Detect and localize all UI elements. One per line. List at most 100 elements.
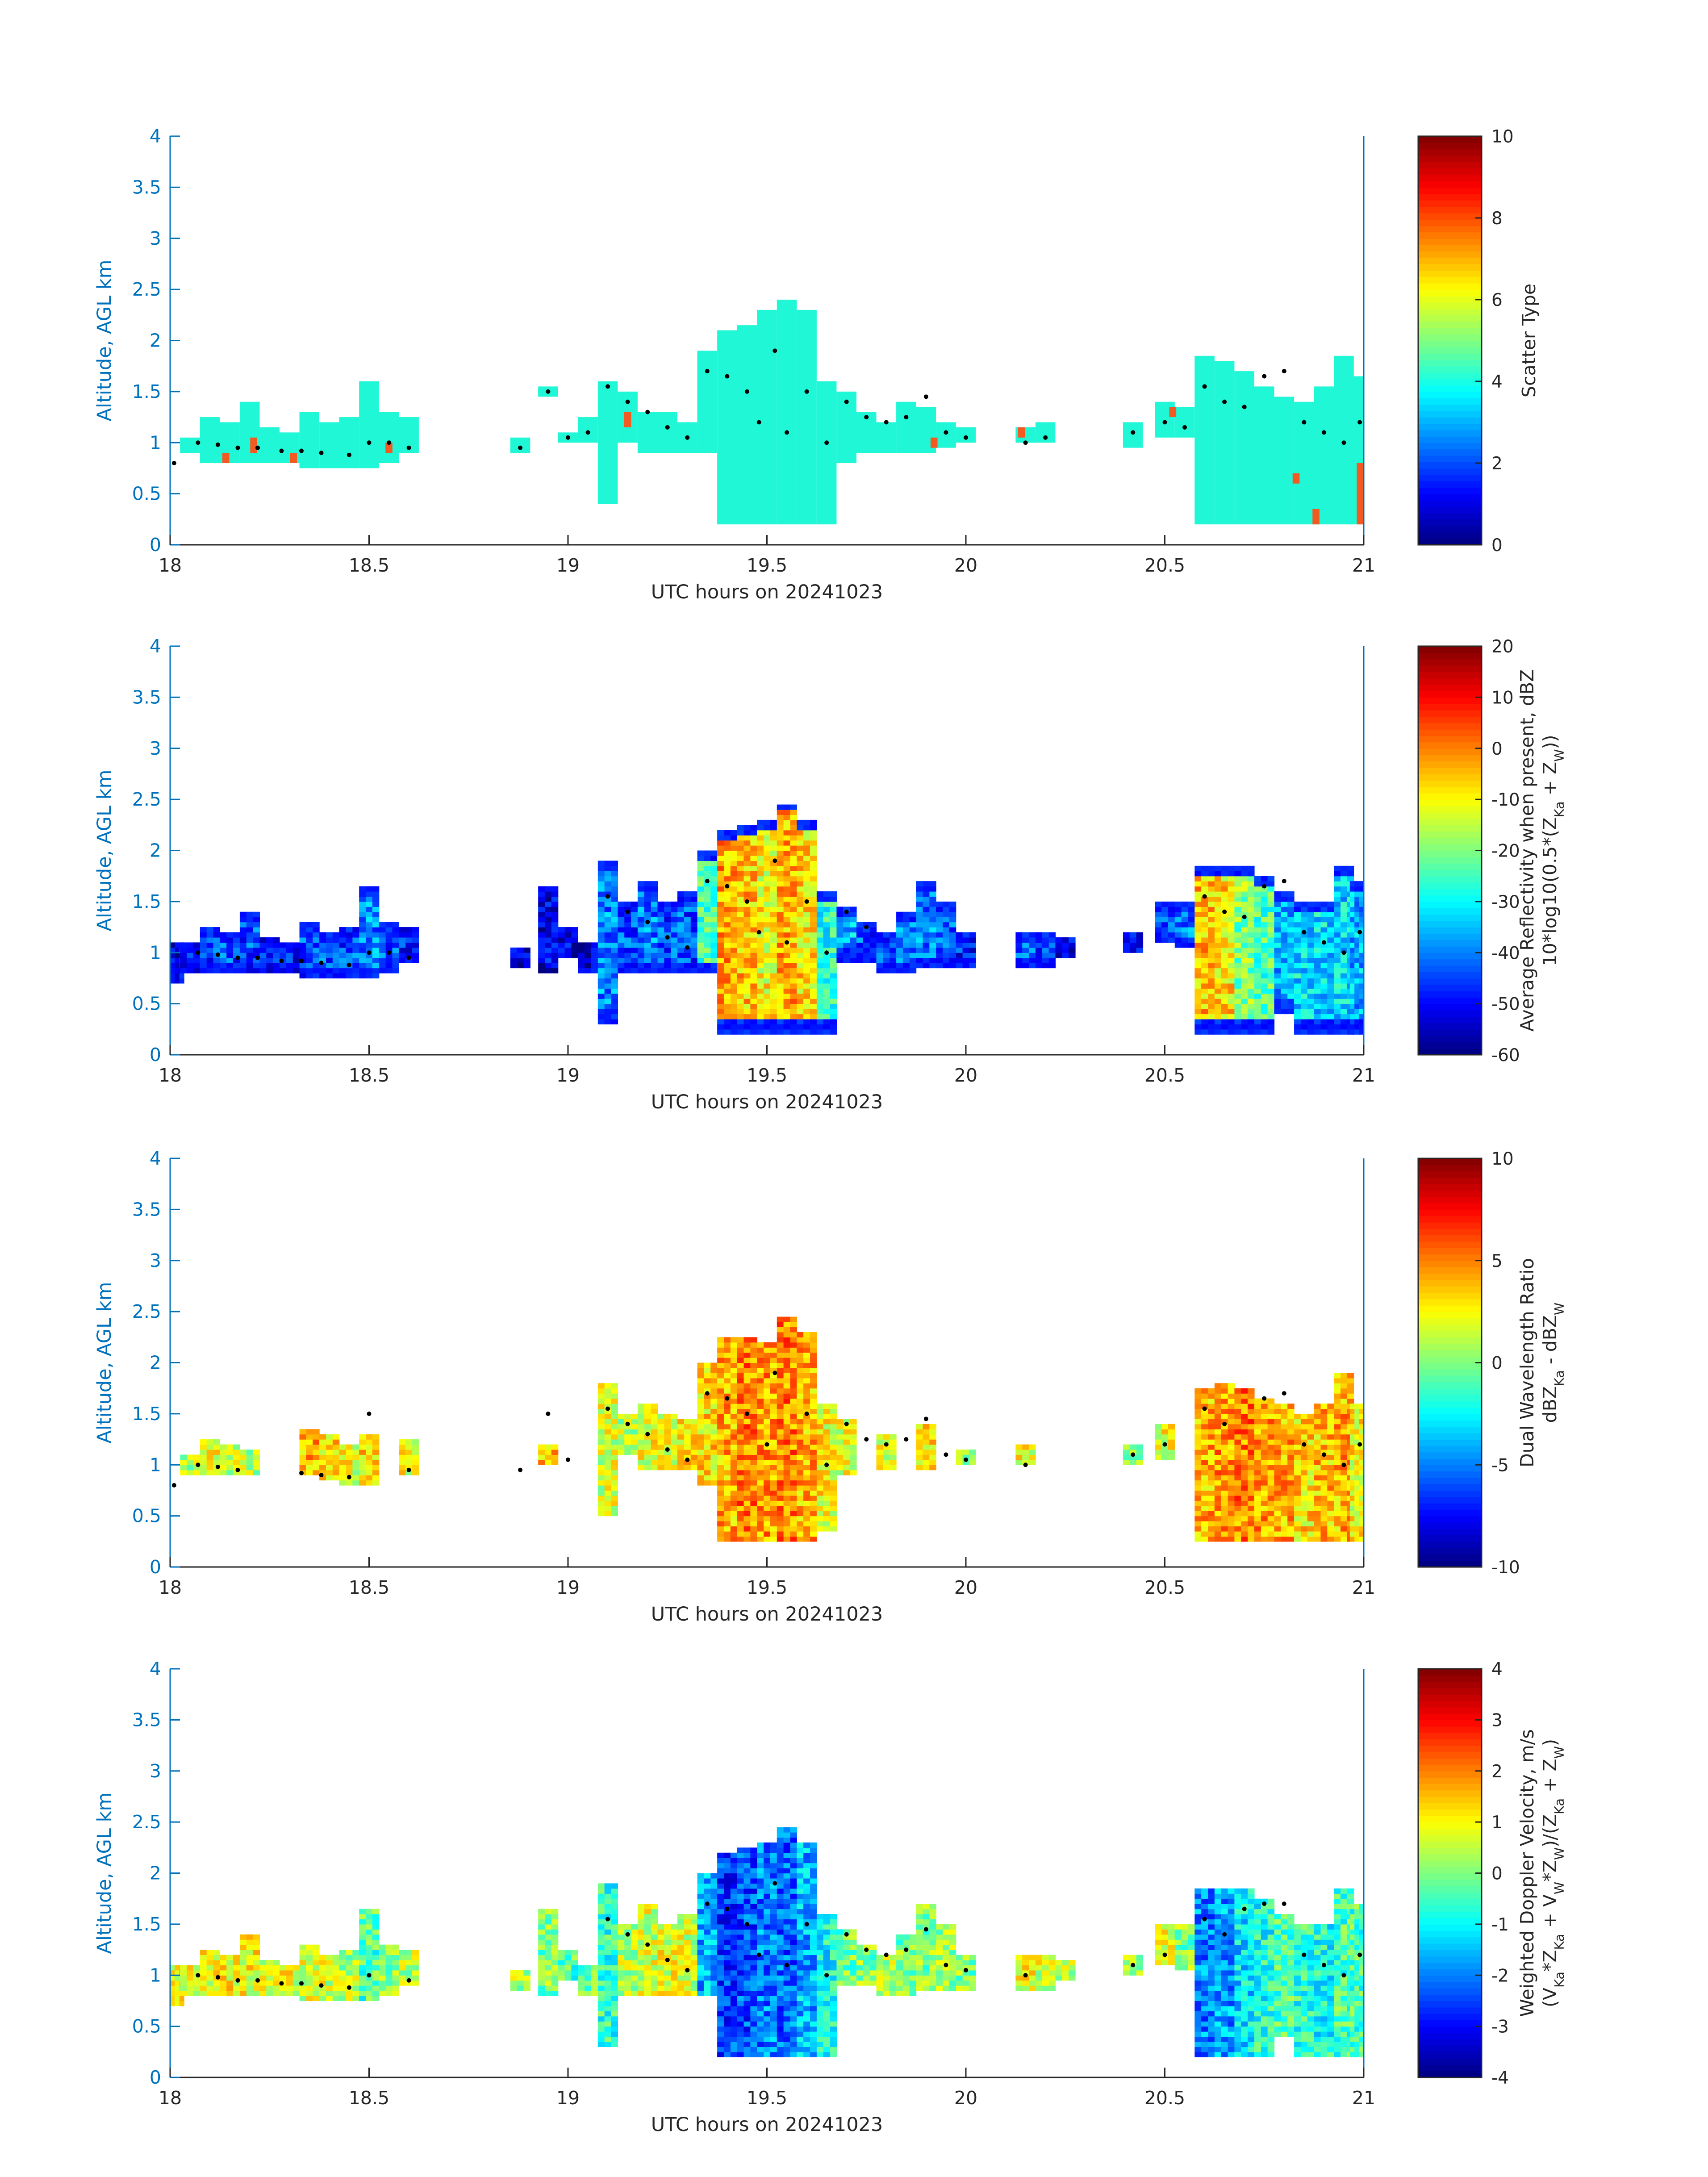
data-cell <box>1300 968 1308 974</box>
data-dot <box>1282 369 1286 374</box>
data-cell <box>836 1449 844 1455</box>
data-cell <box>830 901 837 907</box>
data-cell <box>730 1521 738 1527</box>
data-cell <box>1214 988 1222 994</box>
data-cell <box>1359 907 1364 912</box>
data-cell <box>757 1475 764 1481</box>
colorbar-swatch <box>1418 703 1482 710</box>
data-cell <box>1221 886 1228 892</box>
colorbar-swatch <box>1418 972 1482 979</box>
data-cell <box>1201 1475 1208 1481</box>
data-cell <box>1359 1003 1364 1009</box>
data-cell <box>1241 988 1248 994</box>
data-cell <box>936 911 943 917</box>
data-cell <box>783 993 791 999</box>
data-cell <box>797 1449 804 1455</box>
data-cell <box>405 1454 413 1460</box>
data-cell <box>783 1398 791 1404</box>
data-cell <box>777 1459 784 1465</box>
data-cell <box>1300 947 1308 953</box>
data-cell <box>737 1495 744 1501</box>
data-cell <box>1234 901 1241 907</box>
data-cell <box>783 1014 791 1020</box>
data-cell <box>624 1429 631 1435</box>
data-cell <box>1314 1444 1321 1450</box>
data-cell <box>790 917 797 923</box>
data-cell <box>1214 1459 1222 1465</box>
data-cell <box>710 937 718 943</box>
data-cell <box>723 1459 731 1465</box>
data-cell <box>1261 1014 1268 1020</box>
data-cell <box>723 973 731 979</box>
data-cell <box>1327 1470 1334 1475</box>
data-cell <box>187 963 194 969</box>
data-cell <box>883 1449 890 1455</box>
data-cell <box>1188 922 1195 928</box>
data-cell <box>717 1424 724 1429</box>
data-cell <box>624 901 631 907</box>
data-cell <box>611 1449 618 1455</box>
data-cell <box>737 993 744 999</box>
data-cell <box>226 942 234 948</box>
data-cell <box>545 957 552 963</box>
data-cell <box>730 978 738 984</box>
data-cell <box>193 957 200 963</box>
data-cell <box>710 953 718 958</box>
data-cell <box>604 1419 612 1425</box>
data-cell <box>379 922 386 928</box>
data-cell <box>1349 947 1355 953</box>
data-cell <box>1194 1449 1202 1455</box>
data-cell <box>1267 1490 1275 1496</box>
data-cell <box>790 1465 797 1471</box>
data-cell <box>783 1358 791 1363</box>
data-cell <box>856 922 864 928</box>
data-cell <box>1327 1536 1334 1542</box>
data-cell <box>956 957 963 963</box>
data-cell <box>597 983 605 989</box>
data-cell <box>200 1444 207 1450</box>
data-cell <box>631 968 638 974</box>
data-cell <box>1254 1444 1261 1450</box>
data-cell <box>352 963 359 969</box>
data-cell <box>286 957 293 963</box>
data-cell <box>717 1536 724 1542</box>
data-cell <box>1208 907 1215 912</box>
data-cell <box>803 1459 810 1465</box>
data-cell <box>783 1470 791 1475</box>
data-cell <box>777 861 784 866</box>
data-cell <box>266 947 273 953</box>
data-cell <box>704 896 711 902</box>
colorbar-swatch <box>1418 263 1482 271</box>
data-cell <box>1136 937 1144 943</box>
data-cell <box>790 1003 797 1009</box>
data-cell <box>936 937 943 943</box>
data-cell <box>697 927 705 933</box>
data-cell <box>1294 1505 1301 1511</box>
data-cell <box>823 1495 831 1501</box>
data-cell <box>777 999 784 1004</box>
data-cell <box>1294 1019 1301 1024</box>
data-cell <box>723 1029 731 1035</box>
data-cell <box>836 911 844 917</box>
data-cell <box>797 1500 804 1506</box>
data-cell <box>637 963 645 969</box>
data-cell <box>510 947 518 953</box>
data-cell <box>611 865 618 871</box>
data-cell <box>1267 1419 1275 1425</box>
data-cell <box>604 876 612 882</box>
data-cell <box>810 983 817 989</box>
data-cell <box>299 1444 307 1450</box>
data-cell <box>743 855 751 861</box>
data-cell <box>246 917 254 923</box>
data-cell <box>1294 957 1301 963</box>
data-cell <box>1029 1449 1036 1455</box>
data-cell <box>1241 968 1248 974</box>
data-cell <box>1334 1521 1341 1527</box>
data-cell <box>604 1434 612 1440</box>
data-cell <box>1334 881 1341 887</box>
data-cell <box>717 927 724 933</box>
data-cell <box>1261 1003 1268 1009</box>
data-cell <box>783 1480 791 1486</box>
data-cell <box>1267 1449 1275 1455</box>
data-cell <box>1359 891 1364 897</box>
